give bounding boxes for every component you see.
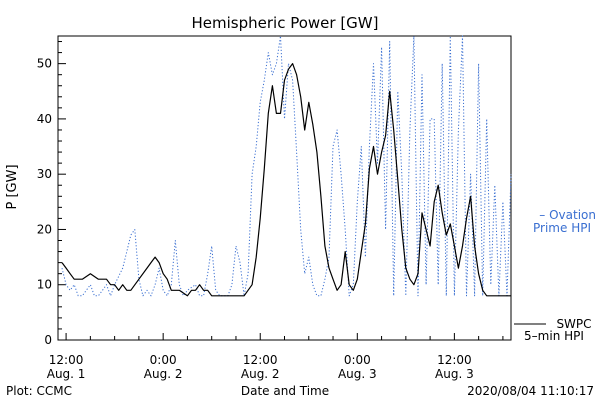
legend-ovation-label-line2: Prime HPI [533,221,591,235]
x-tick-time-label: 12:00 [49,353,84,367]
x-tick-time-label: 0:00 [344,353,371,367]
chart-title: Hemispheric Power [GW] [192,14,379,32]
x-axis-label: Date and Time [241,384,329,398]
x-tick-date-label: Aug. 3 [338,367,377,381]
y-axis: 0 10 20 30 40 50 [37,41,66,347]
y-tick-label: 40 [37,112,52,126]
y-axis-label: P [GW] [5,164,20,209]
x-tick-time-label: 0:00 [150,353,177,367]
legend-swpc-label-line2: 5–min HPI [524,329,584,343]
y-tick-label: 50 [37,57,52,71]
y-tick-label: 20 [37,222,52,236]
series-layer [61,35,512,297]
swpc-series-line [61,63,511,297]
plot-source-label: Plot: CCMC [6,384,72,398]
y-tick-label: 0 [44,333,52,347]
legend-ovation-label: – Ovation [539,208,596,222]
y-tick-label: 30 [37,167,52,181]
legend-swpc-label: SWPC [556,317,591,331]
ovation-prime-series-line [61,35,512,297]
x-tick-date-label: Aug. 2 [144,367,183,381]
plot-timestamp: 2020/08/04 11:10:17 [467,384,594,398]
x-tick-date-label: Aug. 3 [435,367,474,381]
y-tick-label: 10 [37,278,52,292]
x-tick-date-label: Aug. 2 [241,367,280,381]
x-tick-date-label: Aug. 1 [47,367,86,381]
x-tick-time-label: 12:00 [437,353,472,367]
x-tick-time-label: 12:00 [243,353,278,367]
